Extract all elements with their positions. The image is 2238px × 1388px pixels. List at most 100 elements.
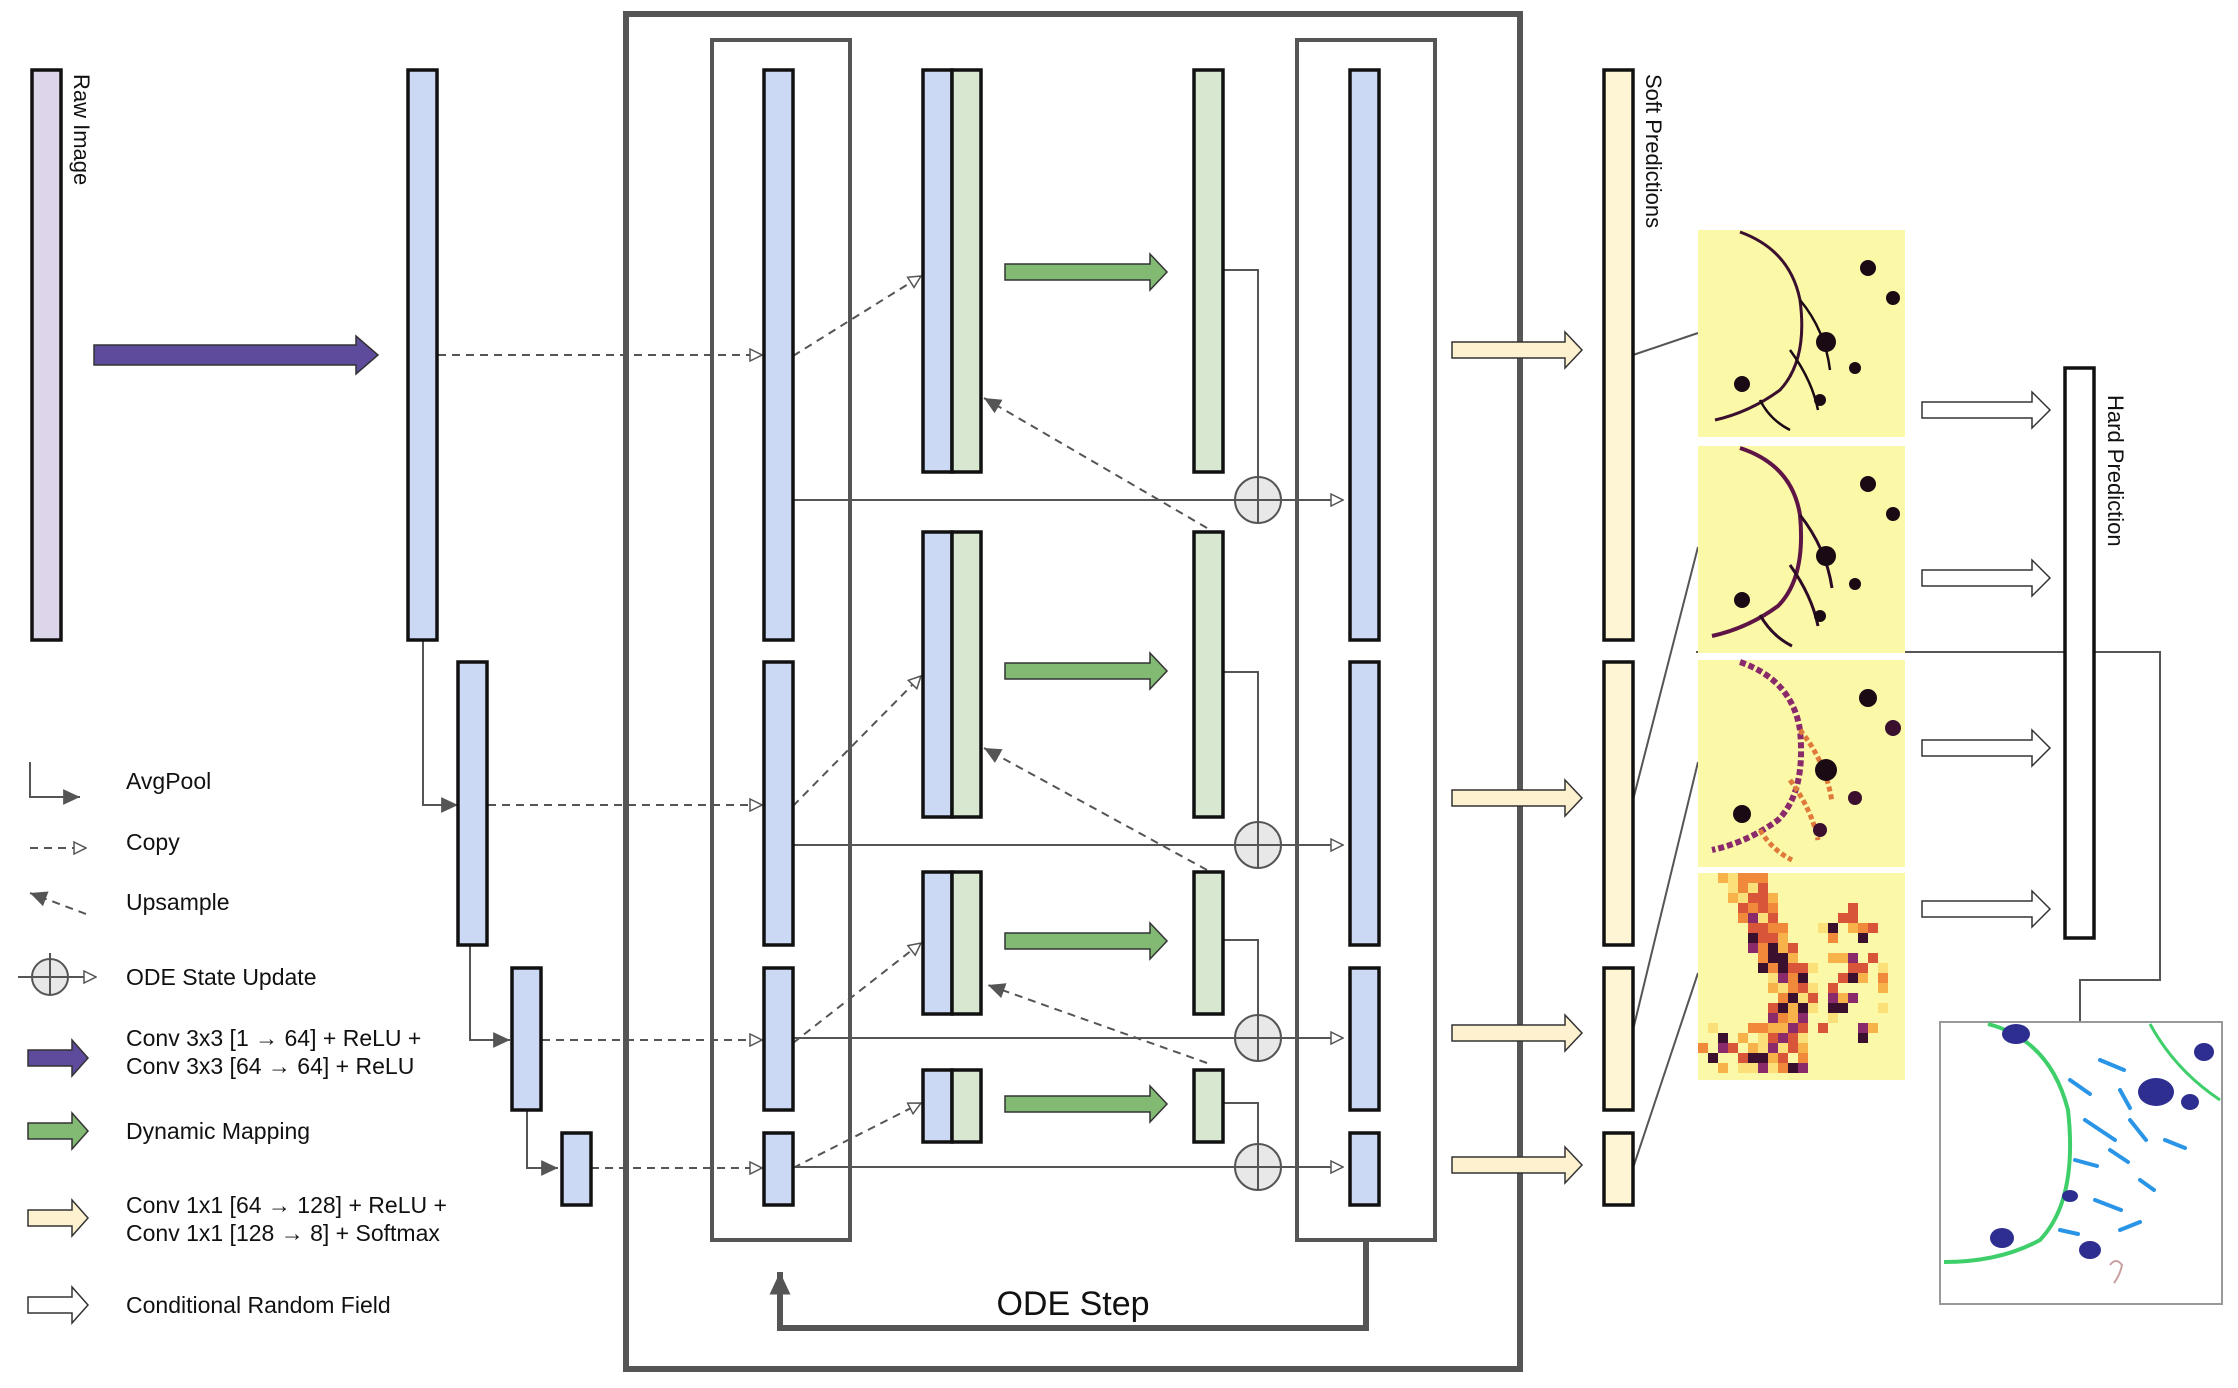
copy-arrow (792, 676, 921, 807)
heatmap-pixel (1758, 873, 1768, 883)
heatmap-pixel (1778, 1043, 1788, 1053)
heatmap-pixel (1768, 1043, 1778, 1053)
heatmap-pixel (1878, 983, 1888, 993)
heatmap-pixel (1748, 1053, 1758, 1063)
heatmap-pixel (1848, 953, 1858, 963)
concat-up-level-2 (950, 530, 983, 819)
concat-up-level-4 (950, 1068, 983, 1144)
heatmap-pixel (1798, 1043, 1808, 1053)
heatmap-pixel (1798, 1013, 1808, 1023)
conv-output-arrow (1451, 778, 1584, 818)
legend-upsample-label: Upsample (126, 889, 230, 915)
heatmap-pixel (1708, 1053, 1718, 1063)
heatmap-pixel (1748, 913, 1758, 923)
ode-state-out-level-4 (1348, 1131, 1381, 1207)
heatmap-pixel (1768, 1023, 1778, 1033)
heatmap-pixel (1878, 973, 1888, 983)
heatmap-pixel (1758, 1033, 1768, 1043)
heatmap-pixel (1828, 923, 1838, 933)
dynamics-output-level-3 (1192, 870, 1225, 1016)
heatmap-pixel (1788, 943, 1798, 953)
soft-prediction-level-3 (1602, 966, 1635, 1112)
heatmap-pixel (1738, 1033, 1748, 1043)
conv-input-arrow (93, 334, 380, 376)
heatmap-pixel (1768, 963, 1778, 973)
heatmap-level-4 (1698, 873, 1905, 1080)
heatmap-pixel (1828, 993, 1838, 1003)
copy-arrow (792, 1102, 921, 1169)
legend: AvgPool Copy Upsample ODE State Update C… (18, 762, 447, 1325)
heatmap-level-2 (1698, 446, 1905, 653)
heatmap-pixel (1818, 923, 1828, 933)
heatmap-pixel (1768, 1063, 1778, 1073)
heatmap-pixel (1778, 923, 1788, 933)
plus-circle-icon (1234, 821, 1282, 869)
legend-avgpool: AvgPool (29, 762, 211, 805)
heatmap-pixel (1788, 1033, 1798, 1043)
ode-state-out-level-1 (1348, 68, 1381, 642)
legend-crf: Conditional Random Field (27, 1285, 391, 1325)
heatmap-level-3 (1698, 659, 1905, 867)
heatmap-pixel (1748, 933, 1758, 943)
block-arrows (93, 252, 2052, 1185)
legend-crf-label: Conditional Random Field (126, 1292, 391, 1318)
heatmap-pixel (1768, 1003, 1778, 1013)
copy-arrow (792, 276, 921, 357)
heatmap-pixel (1848, 973, 1858, 983)
hard-prediction-output (2063, 366, 2096, 940)
heatmap-pixel (1758, 893, 1768, 903)
heatmap-pixel (1718, 1033, 1728, 1043)
ode-step-label: ODE Step (996, 1285, 1149, 1323)
heatmap-pixel (1768, 893, 1778, 903)
heatmap-pixel (1808, 963, 1818, 973)
conv-output-arrow (1451, 1013, 1584, 1053)
soft-prediction-level-4 (1602, 1131, 1635, 1207)
crf-arrow (1921, 889, 2052, 929)
heatmap-pixel (1868, 953, 1878, 963)
feature-maps (30, 68, 2096, 1207)
heatmap-pixel (1838, 1003, 1848, 1013)
heatmap-pixel (1778, 1023, 1788, 1033)
heatmap-pixel (1768, 1033, 1778, 1043)
heatmap-pixel (1738, 873, 1748, 883)
heatmap-pixel (1768, 983, 1778, 993)
legend-copy-label: Copy (126, 829, 180, 855)
heatmap-pixel (1858, 973, 1868, 983)
pred-to-heatmap-line (1632, 972, 1699, 1169)
heatmap-pixel (1828, 933, 1838, 943)
ode-step-outer-box (623, 11, 1523, 1372)
heatmap-pixel (1868, 923, 1878, 933)
ode-feedback-arrow (769, 1240, 1369, 1331)
plus-circle-icon (1234, 1014, 1282, 1062)
heatmap-pixel (1788, 1043, 1798, 1053)
avgpool-arrow (422, 640, 458, 813)
heatmap-pixel (1828, 1013, 1838, 1023)
conv-input-arrow-icon (27, 1038, 90, 1078)
heatmap-pixel (1798, 963, 1808, 973)
heatmap-pixel (1848, 963, 1858, 973)
heatmap-pixel (1748, 903, 1758, 913)
heatmap-pixel (1818, 1023, 1828, 1033)
heatmap-pixel (1778, 1063, 1788, 1073)
heatmap-pixel (1808, 993, 1818, 1003)
heatmap-pixel (1858, 1033, 1868, 1043)
ode-state-in-level-4 (762, 1131, 795, 1207)
heatmap-pixel (1718, 1043, 1728, 1053)
heatmap-pixel (1778, 983, 1788, 993)
heatmap-pixel (1858, 1023, 1868, 1033)
heatmap-pixel (1778, 1003, 1788, 1013)
heatmap-pixel (1858, 963, 1868, 973)
heatmap-pixel (1778, 1013, 1788, 1023)
hard-prediction-label: Hard Prediction (2103, 395, 2128, 547)
heatmap-pixel (1758, 933, 1768, 943)
legend-upsample: Upsample (29, 889, 230, 915)
dynamic-mapping-arrow (1004, 252, 1169, 292)
heatmap-pixel (1828, 1003, 1838, 1013)
heatmap-pixel (1838, 913, 1848, 923)
heatmap-pixel (1698, 1043, 1708, 1053)
upsample-arrow (987, 983, 1208, 1064)
heatmap-pixel (1748, 923, 1758, 933)
heatmap-pixel (1738, 1053, 1748, 1063)
heatmap-pixel (1768, 903, 1778, 913)
legend-conv-input-line2: Conv 3x3 [64 → 64] + ReLU (126, 1053, 414, 1079)
